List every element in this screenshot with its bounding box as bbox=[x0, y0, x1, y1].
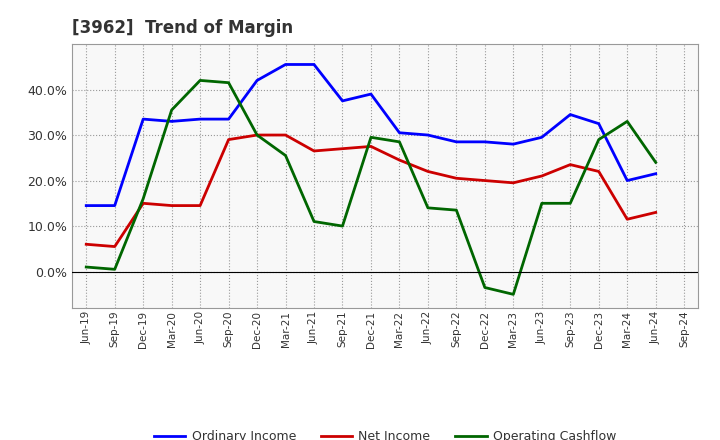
Ordinary Income bbox=[566, 112, 575, 117]
Net Income bbox=[595, 169, 603, 174]
Operating Cashflow bbox=[282, 153, 290, 158]
Net Income bbox=[395, 158, 404, 163]
Net Income bbox=[110, 244, 119, 249]
Ordinary Income bbox=[338, 98, 347, 103]
Net Income bbox=[509, 180, 518, 186]
Net Income bbox=[452, 176, 461, 181]
Ordinary Income bbox=[623, 178, 631, 183]
Ordinary Income bbox=[652, 171, 660, 176]
Operating Cashflow bbox=[82, 264, 91, 270]
Ordinary Income bbox=[225, 117, 233, 122]
Net Income bbox=[253, 132, 261, 138]
Ordinary Income bbox=[139, 117, 148, 122]
Net Income bbox=[282, 132, 290, 138]
Net Income bbox=[167, 203, 176, 208]
Operating Cashflow bbox=[167, 107, 176, 113]
Ordinary Income bbox=[253, 78, 261, 83]
Net Income bbox=[310, 148, 318, 154]
Net Income bbox=[652, 210, 660, 215]
Ordinary Income bbox=[595, 121, 603, 126]
Operating Cashflow bbox=[452, 208, 461, 213]
Ordinary Income bbox=[509, 142, 518, 147]
Line: Net Income: Net Income bbox=[86, 135, 656, 246]
Ordinary Income bbox=[82, 203, 91, 208]
Operating Cashflow bbox=[310, 219, 318, 224]
Line: Operating Cashflow: Operating Cashflow bbox=[86, 81, 656, 294]
Operating Cashflow bbox=[395, 139, 404, 144]
Operating Cashflow bbox=[623, 119, 631, 124]
Operating Cashflow bbox=[566, 201, 575, 206]
Ordinary Income bbox=[423, 132, 432, 138]
Text: [3962]  Trend of Margin: [3962] Trend of Margin bbox=[72, 19, 293, 37]
Operating Cashflow bbox=[110, 267, 119, 272]
Operating Cashflow bbox=[652, 160, 660, 165]
Net Income bbox=[338, 146, 347, 151]
Net Income bbox=[196, 203, 204, 208]
Net Income bbox=[423, 169, 432, 174]
Ordinary Income bbox=[282, 62, 290, 67]
Ordinary Income bbox=[366, 92, 375, 97]
Operating Cashflow bbox=[139, 196, 148, 202]
Ordinary Income bbox=[452, 139, 461, 144]
Operating Cashflow bbox=[423, 205, 432, 210]
Ordinary Income bbox=[167, 119, 176, 124]
Net Income bbox=[537, 173, 546, 179]
Ordinary Income bbox=[480, 139, 489, 144]
Net Income bbox=[480, 178, 489, 183]
Ordinary Income bbox=[196, 117, 204, 122]
Ordinary Income bbox=[395, 130, 404, 136]
Operating Cashflow bbox=[338, 224, 347, 229]
Line: Ordinary Income: Ordinary Income bbox=[86, 65, 656, 205]
Operating Cashflow bbox=[196, 78, 204, 83]
Ordinary Income bbox=[110, 203, 119, 208]
Operating Cashflow bbox=[509, 292, 518, 297]
Net Income bbox=[225, 137, 233, 142]
Operating Cashflow bbox=[480, 285, 489, 290]
Ordinary Income bbox=[537, 135, 546, 140]
Net Income bbox=[82, 242, 91, 247]
Operating Cashflow bbox=[253, 132, 261, 138]
Legend: Ordinary Income, Net Income, Operating Cashflow: Ordinary Income, Net Income, Operating C… bbox=[149, 425, 621, 440]
Ordinary Income bbox=[310, 62, 318, 67]
Operating Cashflow bbox=[537, 201, 546, 206]
Net Income bbox=[139, 201, 148, 206]
Net Income bbox=[366, 144, 375, 149]
Net Income bbox=[566, 162, 575, 167]
Operating Cashflow bbox=[595, 137, 603, 142]
Net Income bbox=[623, 216, 631, 222]
Operating Cashflow bbox=[225, 80, 233, 85]
Operating Cashflow bbox=[366, 135, 375, 140]
